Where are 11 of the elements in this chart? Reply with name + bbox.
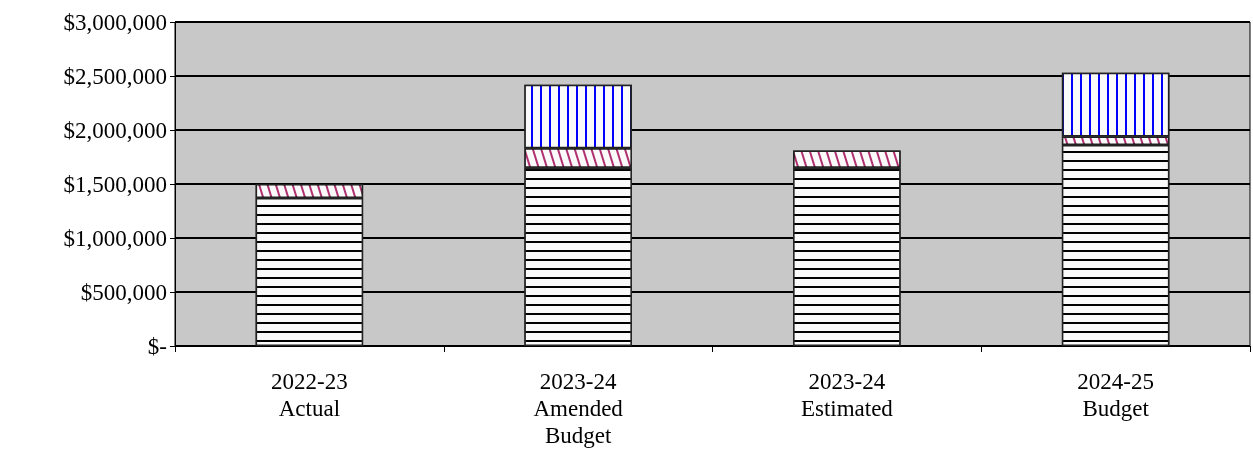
x-tick-label: 2024-25 Budget: [1077, 369, 1154, 421]
y-tick-label: $-: [147, 333, 167, 359]
y-tick-label: $2,500,000: [63, 63, 167, 89]
y-tick-label: $3,000,000: [63, 9, 167, 35]
y-tick-label: $500,000: [80, 279, 167, 305]
x-tick-label: 2023-24 Estimated: [800, 369, 894, 421]
x-tick-label: 2022-23 Actual: [271, 369, 348, 421]
x-tick-label: 2023-24 Amended Budget: [533, 369, 624, 448]
y-tick-label: $2,000,000: [63, 117, 167, 143]
y-tick-label: $1,500,000: [63, 171, 167, 197]
y-tick-label: $1,000,000: [63, 225, 167, 251]
